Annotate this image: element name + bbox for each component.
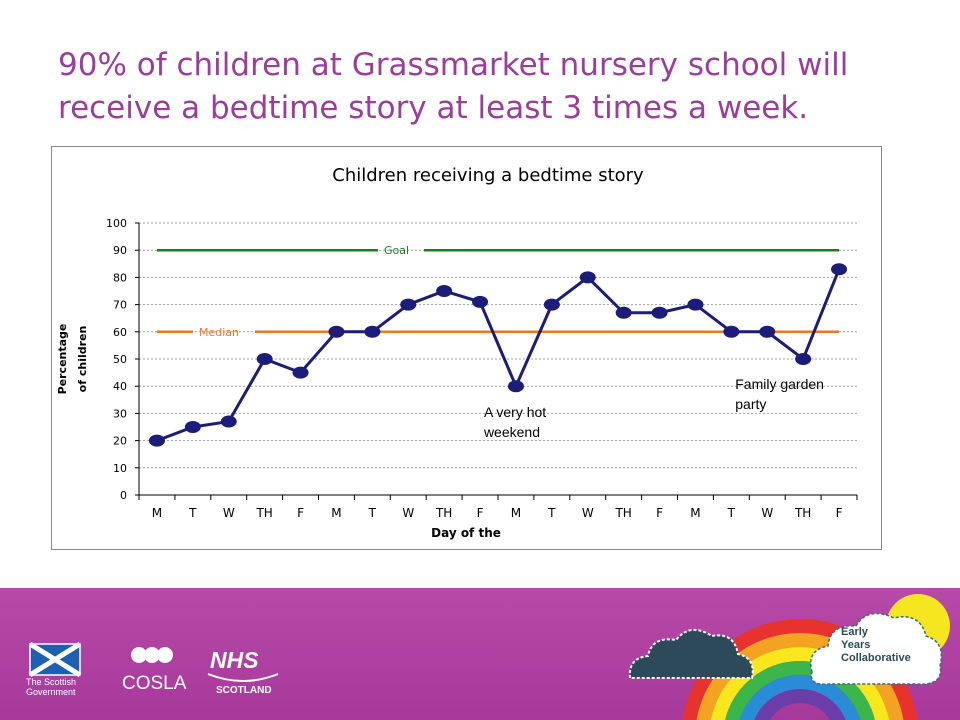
goal-label: Goal — [384, 244, 409, 257]
data-point — [220, 415, 237, 428]
data-point — [543, 298, 560, 311]
cosla-text: COSLA — [122, 673, 187, 694]
x-tick-label: M — [511, 506, 521, 520]
eyc-line3: Collaborative — [841, 652, 911, 664]
x-tick-label: F — [297, 506, 304, 520]
footer-banner: The Scottish Government COSLA NHS SCOTLA… — [0, 588, 960, 720]
y-axis-label-line1: Percentage — [56, 324, 69, 395]
data-point — [687, 298, 704, 311]
y-tick-label: 30 — [113, 407, 127, 420]
cosla-circle-icon — [131, 647, 147, 663]
x-tick-label: W — [402, 506, 414, 520]
y-tick-label: 80 — [113, 271, 127, 284]
data-point — [615, 306, 632, 319]
y-tick-label: 50 — [113, 353, 127, 366]
slide-title: 90% of children at Grassmarket nursery s… — [58, 47, 849, 126]
data-point — [723, 325, 740, 338]
x-tick-label: M — [331, 506, 341, 520]
eyc-line2: Years — [841, 639, 870, 651]
x-tick-label: TH — [255, 506, 272, 520]
x-tick-label: M — [690, 506, 700, 520]
collaborative-cloud-icon — [810, 612, 943, 685]
scottish-government-logo: The Scottish Government — [26, 641, 82, 697]
rainbow-icon — [682, 619, 918, 720]
data-point — [400, 298, 417, 311]
x-axis-label: Day of the — [431, 526, 501, 540]
x-tick-label: F — [656, 506, 663, 520]
x-tick-label: TH — [794, 506, 811, 520]
y-tick-label: 20 — [113, 435, 127, 448]
y-tick-label: 0 — [120, 489, 127, 502]
x-tick-label: F — [836, 506, 843, 520]
nhs-scotland-logo: NHS SCOTLAND — [207, 647, 279, 696]
chart-frame: Children receiving a bedtime story Perce… — [51, 146, 882, 550]
x-tick-label: W — [761, 506, 773, 520]
x-tick-label: T — [368, 506, 377, 520]
data-point — [579, 271, 596, 284]
eyc-line1: Early — [841, 626, 869, 638]
data-point — [148, 434, 165, 447]
data-point — [651, 306, 668, 319]
nhs-sub-text: SCOTLAND — [216, 685, 272, 696]
chart-title: Children receiving a bedtime story — [332, 165, 644, 186]
annotation-line1: Family garden — [735, 376, 824, 392]
x-tick-label: W — [223, 506, 235, 520]
x-tick-label: T — [188, 506, 197, 520]
data-point — [795, 353, 812, 365]
y-tick-label: 100 — [106, 217, 127, 230]
median-label: Median — [199, 326, 239, 339]
x-tick-label: T — [547, 506, 556, 520]
nhs-text: NHS — [210, 647, 259, 673]
data-point — [184, 421, 201, 433]
y-tick-label: 90 — [113, 244, 127, 257]
data-point — [472, 295, 489, 308]
x-tick-label: TH — [614, 506, 631, 520]
data-point — [436, 285, 453, 297]
y-axis-label-line2: of children — [76, 326, 89, 393]
cosla-logo: COSLA — [122, 647, 187, 694]
y-tick-label: 40 — [113, 380, 127, 393]
annotation-line2: party — [735, 396, 766, 412]
cloud-icon — [628, 629, 754, 679]
y-tick-label: 70 — [113, 299, 127, 312]
scottish-government-line2: Government — [26, 687, 76, 697]
x-tick-label: T — [727, 506, 736, 520]
x-tick-label: M — [152, 506, 162, 520]
data-point — [256, 353, 273, 365]
data-point — [292, 366, 309, 379]
data-point — [364, 325, 381, 338]
scottish-government-line1: The Scottish — [26, 677, 76, 687]
y-tick-label: 60 — [113, 326, 127, 339]
nhs-arc-icon — [207, 673, 279, 682]
data-point — [328, 325, 345, 338]
x-tick-label: F — [477, 506, 484, 520]
annotation-line2: weekend — [483, 424, 540, 440]
x-tick-label: TH — [435, 506, 452, 520]
x-tick-label: W — [582, 506, 594, 520]
data-point — [759, 325, 776, 338]
data-point — [831, 263, 848, 276]
data-point — [507, 380, 524, 393]
line-chart: Children receiving a bedtime story Perce… — [56, 165, 858, 540]
annotation-line1: A very hot — [484, 404, 546, 420]
y-tick-label: 10 — [113, 462, 127, 475]
